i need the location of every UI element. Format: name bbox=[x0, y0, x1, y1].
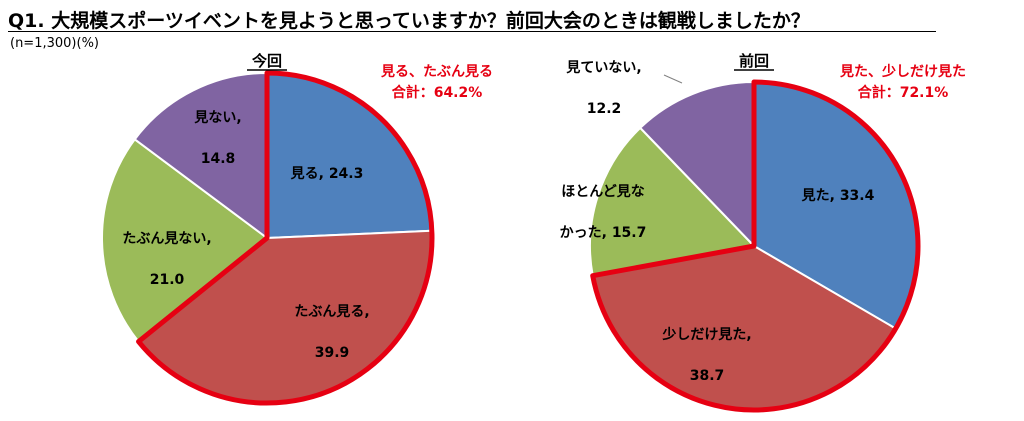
total-callout: 見た、少しだけ見た合計：72.1% bbox=[839, 63, 966, 101]
pie-slice bbox=[639, 81, 755, 247]
leader-line bbox=[663, 74, 683, 84]
pie-title: 今回 bbox=[251, 52, 282, 70]
data-label: 見た, 33.4 bbox=[801, 188, 875, 204]
data-label: 見る, 24.3 bbox=[290, 166, 364, 182]
data-label: 見ない, 14.8 bbox=[193, 110, 241, 167]
highlight-outline bbox=[136, 70, 435, 406]
pie-slice bbox=[133, 72, 268, 239]
data-label: 見ていない, 12.2 bbox=[565, 60, 641, 117]
pie-slice bbox=[588, 126, 755, 277]
data-label: たぶん見る, 39.9 bbox=[294, 304, 369, 361]
highlight-outline bbox=[590, 79, 921, 413]
pie-title: 前回 bbox=[739, 52, 769, 70]
title-underline bbox=[8, 31, 936, 32]
pie-slice bbox=[101, 138, 268, 343]
data-label: ほとんど見なかった, 15.7 bbox=[560, 184, 647, 241]
total-callout: 見る、たぶん見る合計：64.2% bbox=[380, 64, 493, 101]
sample-note: (n=1,300)(%) bbox=[10, 36, 99, 51]
chart-title: Q1. 大規模スポーツイベントを見ようと思っていますか？前回大会のときは観戦しま… bbox=[8, 10, 810, 32]
data-label: 少しだけ見た, 38.7 bbox=[661, 326, 751, 384]
data-label: たぶん見ない, 21.0 bbox=[122, 231, 211, 288]
